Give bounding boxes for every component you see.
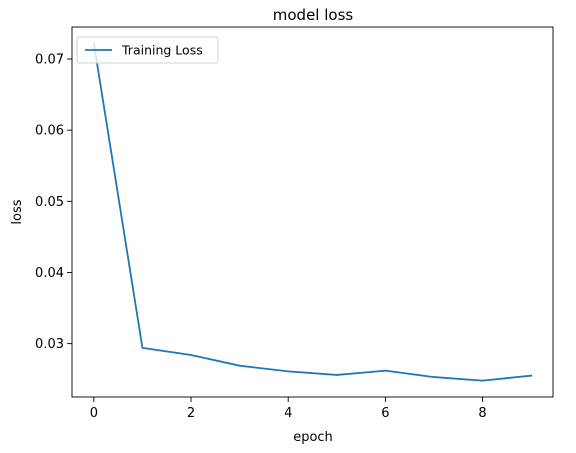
x-tick-label: 4 — [284, 406, 292, 421]
y-tick-label: 0.03 — [35, 337, 64, 352]
y-tick-label: 0.07 — [35, 53, 64, 68]
x-tick-label: 0 — [90, 406, 98, 421]
series-line-training-loss — [92, 42, 533, 382]
x-tick-label: 6 — [381, 406, 389, 421]
chart-title: model loss — [273, 6, 354, 24]
plot-area — [71, 26, 554, 398]
plot-background — [72, 27, 553, 397]
x-axis-label: epoch — [293, 430, 333, 445]
y-axis-label: loss — [10, 199, 25, 224]
x-axis-ticks: 0 2 4 6 8 — [90, 397, 487, 421]
x-tick-label: 2 — [187, 406, 195, 421]
legend-box — [76, 36, 219, 64]
y-tick-label: 0.06 — [35, 124, 64, 139]
legend: Training Loss — [76, 36, 219, 64]
series-layer — [92, 42, 533, 382]
y-tick-label: 0.05 — [35, 195, 64, 210]
y-tick-label: 0.04 — [35, 266, 64, 281]
plot-frame — [71, 26, 554, 398]
x-tick-label: 8 — [478, 406, 486, 421]
y-axis-ticks: 0.03 0.04 0.05 0.06 0.07 — [35, 53, 72, 352]
legend-label-training-loss: Training Loss — [121, 43, 203, 58]
